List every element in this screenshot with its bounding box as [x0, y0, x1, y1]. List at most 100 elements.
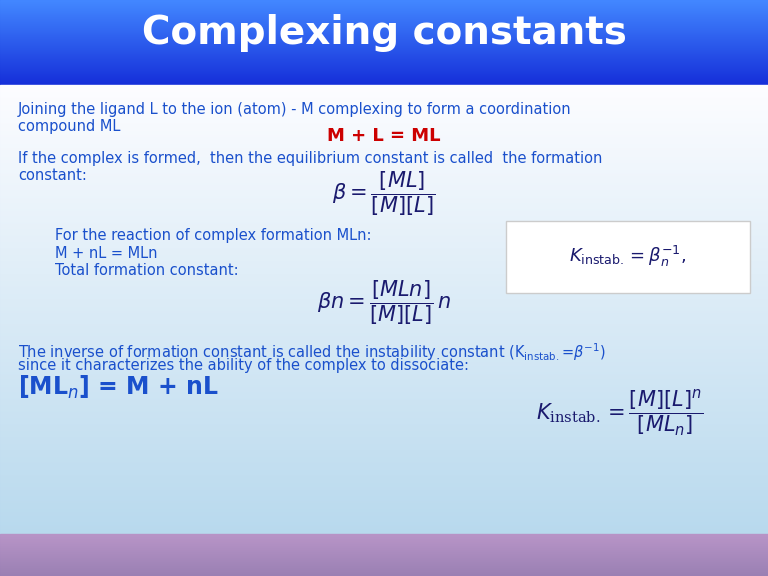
Bar [0, 445, 768, 446]
Bar [0, 402, 768, 403]
Bar [0, 282, 768, 283]
Bar [0, 500, 768, 501]
Bar [0, 430, 768, 431]
Bar [0, 433, 768, 434]
Bar [0, 340, 768, 341]
Bar [0, 139, 768, 140]
Bar [0, 528, 768, 529]
Bar [0, 68, 768, 69]
Bar [0, 179, 768, 180]
Bar [0, 122, 768, 123]
Bar [0, 76, 768, 77]
Bar [0, 270, 768, 271]
Bar [0, 356, 768, 357]
Bar [0, 151, 768, 152]
Bar [0, 411, 768, 412]
Bar [0, 309, 768, 310]
Bar [0, 449, 768, 450]
Bar [0, 209, 768, 210]
Bar [0, 333, 768, 334]
Bar [0, 133, 768, 134]
Bar [0, 486, 768, 487]
Bar [0, 504, 768, 505]
Bar [0, 156, 768, 157]
Bar [0, 224, 768, 225]
Bar [0, 85, 768, 86]
Bar [0, 277, 768, 278]
Bar [0, 99, 768, 100]
Bar [0, 170, 768, 171]
Bar [0, 200, 768, 201]
Bar [0, 105, 768, 106]
Bar [0, 448, 768, 449]
Bar [0, 127, 768, 128]
Bar [0, 60, 768, 61]
Bar [0, 57, 768, 58]
Bar [0, 360, 768, 361]
Bar [0, 269, 768, 270]
Bar [0, 468, 768, 469]
Bar [0, 216, 768, 217]
Bar [0, 219, 768, 220]
Bar [0, 567, 768, 568]
Bar [0, 129, 768, 130]
Bar [0, 399, 768, 400]
Bar [0, 169, 768, 170]
Bar [0, 559, 768, 560]
Text: If the complex is formed,  then the equilibrium constant is called  the formatio: If the complex is formed, then the equil… [18, 151, 602, 166]
Bar [0, 366, 768, 367]
Bar [0, 510, 768, 511]
Bar [0, 1, 768, 2]
Bar [0, 100, 768, 101]
Bar [0, 199, 768, 200]
Bar [0, 7, 768, 8]
Bar [0, 135, 768, 136]
Bar [0, 142, 768, 143]
Bar [0, 236, 768, 237]
Bar [0, 465, 768, 466]
Bar [0, 234, 768, 235]
Bar [0, 78, 768, 79]
Bar [0, 556, 768, 557]
Bar [0, 307, 768, 308]
Bar [0, 378, 768, 379]
Bar [0, 17, 768, 18]
Bar [0, 211, 768, 212]
Text: M + L = ML: M + L = ML [327, 127, 441, 145]
Bar [0, 388, 768, 389]
Bar [0, 513, 768, 514]
Bar [0, 471, 768, 472]
Bar [0, 408, 768, 409]
Bar [0, 494, 768, 495]
FancyBboxPatch shape [506, 221, 750, 293]
Bar [0, 419, 768, 420]
Text: $K_{\mathrm{instab.}}= \beta_n^{-1},$: $K_{\mathrm{instab.}}= \beta_n^{-1},$ [569, 244, 687, 268]
Bar [0, 347, 768, 348]
Bar [0, 152, 768, 153]
Bar [0, 218, 768, 219]
Bar [0, 536, 768, 537]
Bar [0, 416, 768, 417]
Bar [0, 180, 768, 181]
Bar [0, 86, 768, 87]
Bar [0, 254, 768, 255]
Bar [0, 441, 768, 442]
Bar [0, 386, 768, 387]
Bar [0, 550, 768, 551]
Bar [0, 531, 768, 532]
Bar [0, 30, 768, 31]
Bar [0, 338, 768, 339]
Bar [0, 502, 768, 503]
Bar [0, 335, 768, 336]
Bar [0, 324, 768, 325]
Bar [0, 432, 768, 433]
Bar [0, 56, 768, 57]
Bar [0, 514, 768, 515]
Bar [0, 296, 768, 297]
Bar [0, 363, 768, 364]
Bar [0, 443, 768, 444]
Bar [0, 395, 768, 396]
Bar [0, 74, 768, 75]
Bar [0, 192, 768, 193]
Bar [0, 450, 768, 451]
